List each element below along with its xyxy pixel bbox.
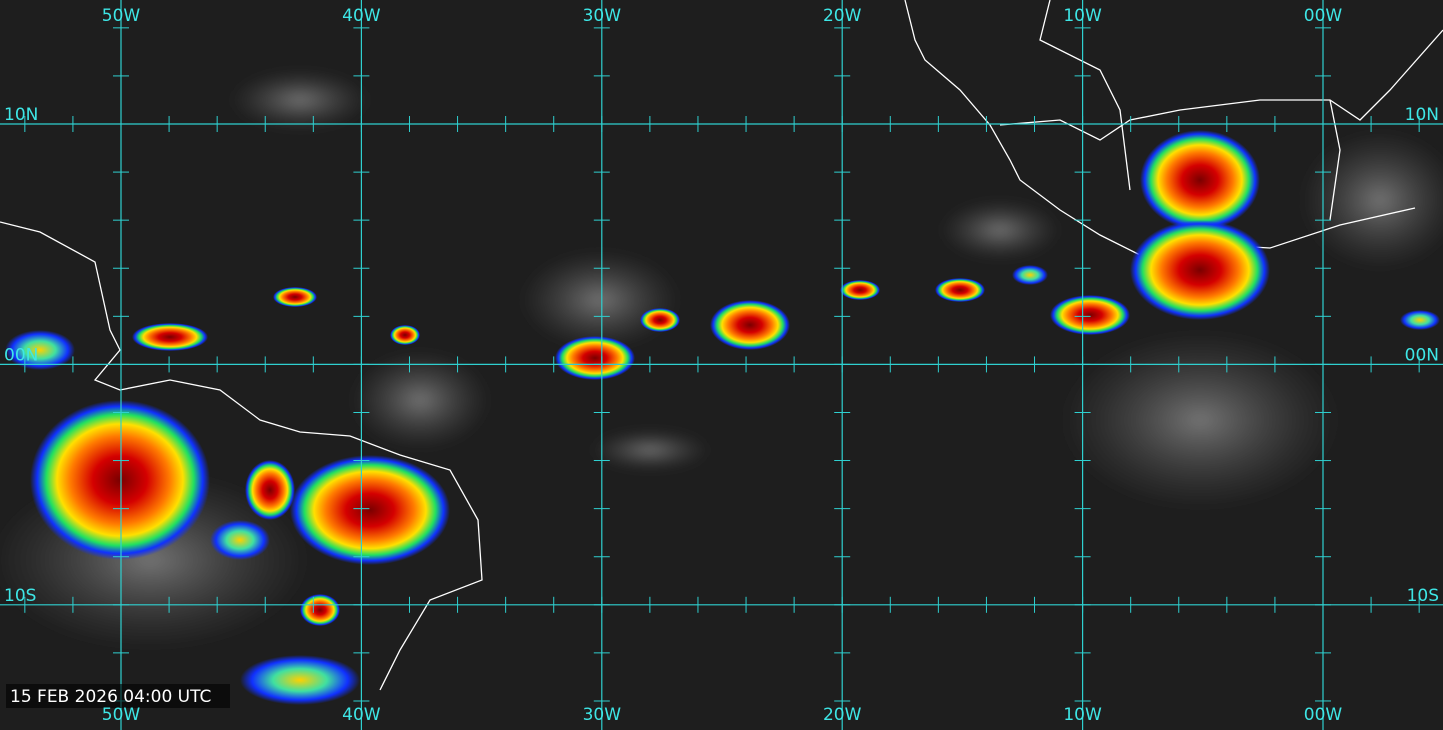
longitude-label-bottom: 10W xyxy=(1063,705,1102,725)
longitude-label-bottom: 50W xyxy=(102,705,141,725)
timestamp: 15 FEB 2026 04:00 UTC xyxy=(10,687,211,707)
convective-cells xyxy=(5,130,1440,705)
longitude-label-top: 40W xyxy=(342,6,381,26)
longitude-label-bottom: 40W xyxy=(342,705,381,725)
longitude-label-top: 10W xyxy=(1063,6,1102,26)
longitude-label-top: 50W xyxy=(102,6,141,26)
latitude-label-right: 10S xyxy=(1407,586,1439,606)
longitude-label-top: 00W xyxy=(1304,6,1343,26)
longitude-label-top: 30W xyxy=(583,6,622,26)
longitude-label-bottom: 00W xyxy=(1304,705,1343,725)
longitude-label-top: 20W xyxy=(823,6,862,26)
latitude-label-left: 10S xyxy=(4,586,36,606)
latitude-label-left: 00N xyxy=(4,345,38,365)
timestamp-backdrop xyxy=(6,684,230,708)
latitude-label-left: 10N xyxy=(4,105,38,125)
latitude-label-right: 10N xyxy=(1405,105,1439,125)
longitude-label-bottom: 30W xyxy=(583,705,622,725)
longitude-label-bottom: 20W xyxy=(823,705,862,725)
latitude-label-right: 00N xyxy=(1405,345,1439,365)
